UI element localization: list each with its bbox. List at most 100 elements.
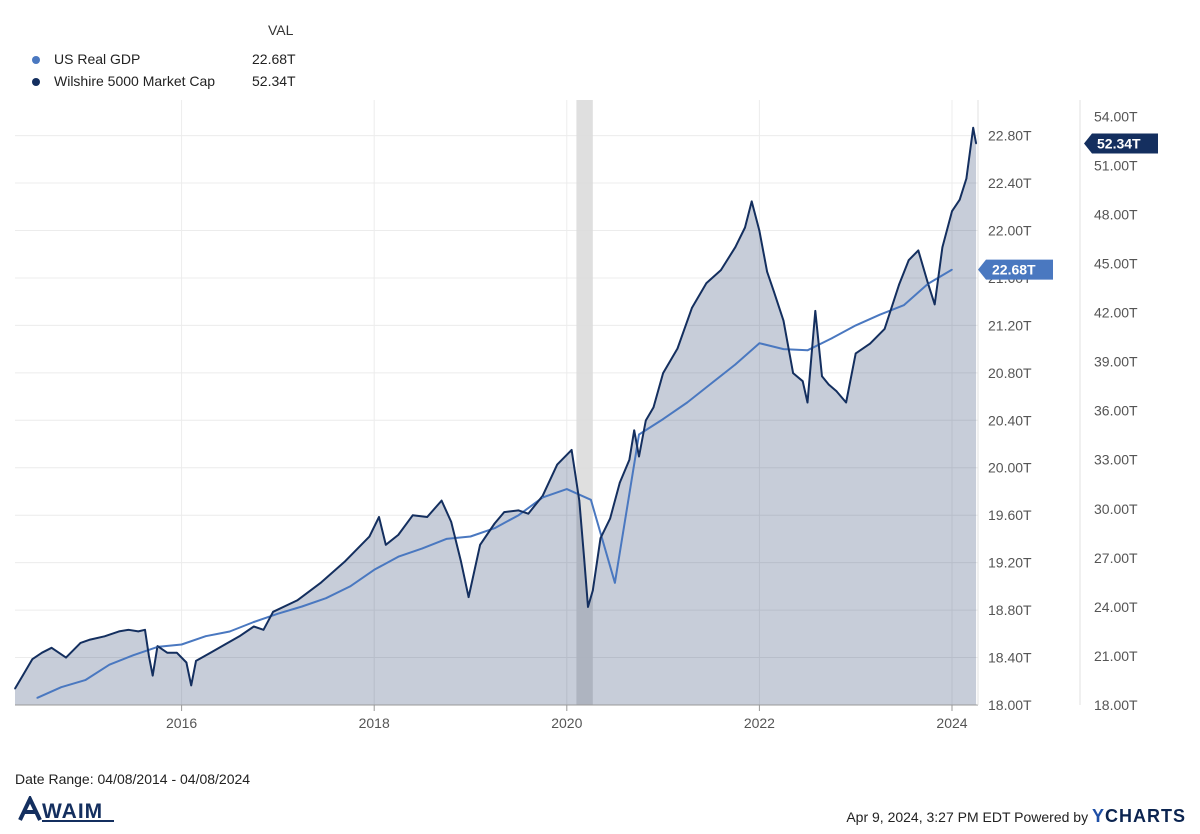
wilshire-point bbox=[583, 557, 585, 559]
right-axis-tick-label: 30.00T bbox=[1094, 501, 1138, 517]
wilshire-point bbox=[195, 660, 197, 662]
gdp-point bbox=[565, 488, 568, 490]
wilshire-point bbox=[592, 589, 594, 592]
gdp-point bbox=[951, 268, 953, 271]
right-axis-tick-label: 45.00T bbox=[1094, 256, 1138, 272]
wilshire-point bbox=[118, 630, 120, 633]
gdp-point bbox=[84, 679, 87, 681]
wilshire-point bbox=[479, 543, 481, 546]
wilshire-point bbox=[792, 372, 794, 374]
ycharts-logo-rest: CHARTS bbox=[1105, 806, 1186, 826]
gdp-point bbox=[60, 686, 63, 689]
gdp-point bbox=[373, 568, 375, 571]
powered-by: Apr 9, 2024, 3:27 PM EDT Powered by YCHA… bbox=[846, 806, 1186, 827]
gdp-end-tag bbox=[978, 259, 1053, 280]
wilshire-point bbox=[144, 628, 146, 631]
wilshire-point bbox=[344, 560, 347, 562]
gdp-point bbox=[878, 313, 881, 316]
wilshire-point bbox=[578, 499, 581, 502]
wilshire-point bbox=[185, 661, 188, 664]
gdp-point bbox=[903, 304, 905, 307]
left-axis-tick-label: 20.00T bbox=[988, 460, 1032, 476]
wilshire-end-tag bbox=[1084, 133, 1158, 154]
ycharts-logo-y: Y bbox=[1091, 806, 1105, 826]
left-axis-tick-label: 22.00T bbox=[988, 222, 1032, 238]
wilshire-point bbox=[744, 226, 746, 229]
right-axis-tick-label: 51.00T bbox=[1094, 157, 1138, 173]
wilshire-point bbox=[368, 535, 371, 538]
wilshire-point bbox=[972, 126, 974, 129]
wilshire-point bbox=[21, 674, 24, 677]
wilshire-point bbox=[618, 481, 621, 484]
wilshire-point bbox=[975, 142, 977, 145]
wilshire-point bbox=[14, 687, 16, 690]
wilshire-point bbox=[50, 646, 53, 649]
right-axis-tick-label: 48.00T bbox=[1094, 206, 1138, 222]
wilshire-point bbox=[209, 651, 212, 654]
right-axis-tick-label: 42.00T bbox=[1094, 305, 1138, 321]
wilshire-point bbox=[933, 303, 936, 306]
wilshire-point bbox=[854, 352, 857, 355]
date-range: Date Range: 04/08/2014 - 04/08/2024 bbox=[15, 771, 251, 787]
wilshire-point bbox=[156, 645, 159, 647]
wilshire-point bbox=[750, 200, 753, 203]
wilshire-point bbox=[827, 383, 830, 386]
wilshire-point bbox=[705, 282, 708, 284]
legend-item-wilshire-5000[interactable]: Wilshire 5000 Market Cap 52.34T bbox=[32, 72, 332, 92]
gdp-point bbox=[686, 401, 688, 404]
wilshire-point bbox=[450, 521, 453, 523]
wilshire-point bbox=[883, 328, 886, 330]
wilshire-point bbox=[460, 560, 462, 562]
x-axis-tick-label: 2018 bbox=[359, 715, 390, 731]
left-axis-tick-label: 20.80T bbox=[988, 365, 1032, 381]
wilshire-point bbox=[628, 458, 631, 461]
wilshire-point bbox=[467, 596, 470, 598]
wilshire-point bbox=[958, 198, 961, 201]
wilshire-point bbox=[821, 375, 823, 378]
gdp-point bbox=[517, 514, 520, 516]
legend-value-wilshire: 52.34T bbox=[252, 73, 296, 89]
wilshire-point bbox=[378, 516, 380, 518]
legend-dot-gdp bbox=[32, 56, 40, 64]
gdp-point bbox=[204, 635, 207, 637]
left-axis-tick-label: 20.40T bbox=[988, 412, 1032, 428]
wilshire-point bbox=[272, 610, 274, 613]
gdp-point bbox=[301, 605, 303, 608]
right-axis-tick-label: 54.00T bbox=[1094, 108, 1138, 124]
wilshire-point bbox=[527, 512, 530, 515]
wilshire-point bbox=[440, 499, 443, 502]
wilshire-point bbox=[599, 537, 602, 540]
x-axis-tick-label: 2024 bbox=[936, 715, 967, 731]
legend: VAL US Real GDP 22.68T Wilshire 5000 Mar… bbox=[0, 0, 330, 100]
timestamp: Apr 9, 2024, 3:27 PM EDT Powered by bbox=[846, 809, 1089, 825]
wilshire-point bbox=[426, 516, 428, 518]
wilshire-point bbox=[806, 401, 809, 404]
wilshire-point bbox=[411, 514, 414, 517]
wilshire-point bbox=[662, 372, 664, 374]
gdp-point bbox=[493, 527, 496, 530]
wilshire-point bbox=[556, 463, 558, 466]
wilshire-point bbox=[127, 628, 130, 631]
left-axis-tick-label: 19.20T bbox=[988, 555, 1032, 571]
wilshire-point bbox=[845, 401, 847, 404]
ycharts-logo[interactable]: YCHARTS bbox=[1092, 806, 1186, 826]
gdp-point bbox=[349, 585, 351, 588]
gdp-point bbox=[325, 597, 327, 600]
right-axis-tick-label: 21.00T bbox=[1094, 648, 1138, 664]
left-axis-tick-label: 18.00T bbox=[988, 697, 1032, 713]
wilshire-end-label: 52.34T bbox=[1097, 135, 1141, 151]
awaim-logo: WAIM bbox=[18, 794, 118, 823]
wilshire-point bbox=[224, 643, 226, 646]
wilshire-point bbox=[41, 651, 43, 654]
wilshire-point bbox=[644, 419, 647, 422]
wilshire-5000-line bbox=[14, 126, 978, 690]
wilshire-point bbox=[541, 494, 544, 497]
gdp-point bbox=[36, 697, 38, 699]
legend-item-us-real-gdp[interactable]: US Real GDP 22.68T bbox=[32, 50, 332, 70]
gdp-point bbox=[445, 538, 448, 540]
gdp-end-label: 22.68T bbox=[992, 262, 1036, 278]
wilshire-point bbox=[652, 406, 655, 409]
wilshire-point bbox=[570, 449, 573, 451]
gdp-point bbox=[806, 349, 809, 352]
wilshire-point bbox=[103, 635, 106, 638]
